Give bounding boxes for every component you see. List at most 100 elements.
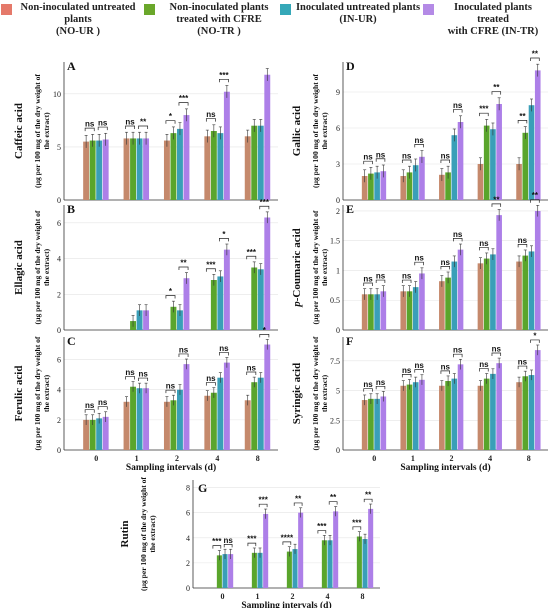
legend-label-no-ur-line2: plants xyxy=(64,14,92,25)
significance-bracket xyxy=(97,406,108,410)
significance-label: ns xyxy=(206,374,216,383)
y-axis-unit-line2: the extract) xyxy=(42,112,51,150)
bar-no-tr-8 xyxy=(251,125,258,200)
significance-bracket xyxy=(212,545,222,549)
significance-label: ns xyxy=(402,151,412,160)
bar-no-tr-0 xyxy=(89,140,96,200)
y-axis-title: Gallic acid xyxy=(291,106,303,156)
bar-no-tr-1 xyxy=(251,552,257,588)
bar-no-tr-8 xyxy=(522,255,529,330)
panel-letter: B xyxy=(67,202,75,216)
y-axis-unit-line1: (µg per 100 mg of the dry weight of xyxy=(33,74,42,188)
bar-no-tr-4 xyxy=(483,125,490,200)
significance-label: ns xyxy=(376,272,386,281)
significance-bracket xyxy=(138,125,149,130)
significance-bracket xyxy=(414,369,424,373)
bar-no-tr-2 xyxy=(445,381,451,450)
y-tick-label: 2 xyxy=(186,559,190,568)
legend-swatch-no-tr xyxy=(144,4,155,15)
y-tick-label: 4 xyxy=(57,255,61,264)
bar-no-tr-1 xyxy=(406,172,413,200)
bar-no-tr-4 xyxy=(210,392,217,450)
panel-f: 0 2.5 5 7.5 F Syringic acid (µg per 100 mg of … xyxy=(291,331,548,473)
significance-label: ns xyxy=(441,258,451,267)
legend-swatch-no-ur xyxy=(1,4,12,15)
x-axis-label: Sampling intervals (d) xyxy=(400,462,490,473)
bar-no-ur-1 xyxy=(400,176,407,200)
y-axis-unit-line2: the extract) xyxy=(148,515,157,553)
y-axis-unit-line1: (µg per 100 mg of the dry weight of xyxy=(311,74,320,188)
bar-no-ur-4 xyxy=(204,395,211,450)
significance-bracket xyxy=(258,503,268,508)
y-tick-label: 8 xyxy=(186,484,190,493)
panel-d: 0 3 6 9 D Gallic acid (µg per 100 mg of the dr… xyxy=(291,49,548,205)
bar-in-tr-0 xyxy=(380,291,387,330)
significance-label: ns xyxy=(179,345,189,354)
significance-label: *** xyxy=(479,105,489,114)
significance-bracket xyxy=(479,246,489,251)
y-axis-unit-line1: (µg per 100 mg of the dry weight of xyxy=(311,210,320,324)
panel-letter: D xyxy=(346,59,355,73)
x-tick-label: 0 xyxy=(221,592,225,601)
bar-no-ur-2 xyxy=(439,385,445,450)
bar-in-tr-8 xyxy=(368,508,374,588)
significance-label: ns xyxy=(402,366,412,375)
bar-in-tr-8 xyxy=(264,74,271,200)
significance-label: ns xyxy=(453,101,463,110)
bar-in-ur-2 xyxy=(292,549,298,588)
significance-label: * xyxy=(263,326,267,335)
significance-bracket xyxy=(247,542,257,547)
bar-no-tr-4 xyxy=(483,378,490,450)
significance-label: ** xyxy=(180,258,187,267)
bar-in-tr-1 xyxy=(143,310,150,330)
significance-bracket xyxy=(205,118,216,122)
significance-label: ns xyxy=(453,346,463,355)
significance-label: ns xyxy=(223,536,233,545)
y-axis-title-italic: p xyxy=(291,301,303,308)
bar-no-ur-4 xyxy=(477,164,484,200)
significance-bracket xyxy=(453,238,463,242)
bar-no-tr-4 xyxy=(210,131,217,200)
significance-bracket xyxy=(259,205,270,210)
bar-in-tr-1 xyxy=(419,379,425,450)
significance-label: *** xyxy=(247,248,257,257)
bar-in-tr-0 xyxy=(102,416,109,450)
significance-bracket xyxy=(246,371,257,376)
bar-no-ur-1 xyxy=(400,291,407,330)
significance-label: ** xyxy=(493,83,500,92)
y-tick-label: 5 xyxy=(336,387,340,396)
bar-in-ur-0 xyxy=(374,294,380,330)
significance-label: ns xyxy=(125,368,135,377)
significance-label: * xyxy=(222,230,226,239)
legend-label-in-ur-line1: Inoculated untreated plants xyxy=(295,2,421,13)
significance-label: *** xyxy=(258,496,268,505)
significance-bracket xyxy=(259,334,270,338)
bar-no-tr-0 xyxy=(216,555,222,588)
significance-bracket xyxy=(414,261,424,266)
significance-label: ** xyxy=(295,494,302,503)
y-tick-label: 0 xyxy=(336,326,340,335)
x-axis-label: Sampling intervals (d) xyxy=(126,462,216,473)
bar-no-tr-0 xyxy=(368,294,374,330)
y-tick-label: 10 xyxy=(53,90,61,99)
x-tick-label: 0 xyxy=(372,454,376,463)
bar-no-tr-4 xyxy=(210,280,217,330)
significance-label: *** xyxy=(179,94,189,103)
significance-bracket xyxy=(138,377,149,382)
significance-label: ns xyxy=(85,401,95,410)
significance-label: ns xyxy=(479,239,489,248)
bar-in-tr-2 xyxy=(298,512,304,588)
bar-no-tr-1 xyxy=(406,291,413,330)
y-tick-label: 2.5 xyxy=(330,416,340,425)
bar-in-tr-4 xyxy=(333,511,339,588)
y-axis-title-rest: -Coumaric acid xyxy=(291,228,303,301)
significance-bracket xyxy=(205,382,216,386)
significance-label: ns xyxy=(125,118,135,127)
bar-no-ur-0 xyxy=(83,141,90,200)
significance-bracket xyxy=(282,541,292,545)
y-tick-label: 4 xyxy=(186,534,190,543)
significance-label: ns xyxy=(363,275,373,284)
bar-in-ur-0 xyxy=(374,172,380,200)
bar-in-tr-4 xyxy=(223,249,230,330)
